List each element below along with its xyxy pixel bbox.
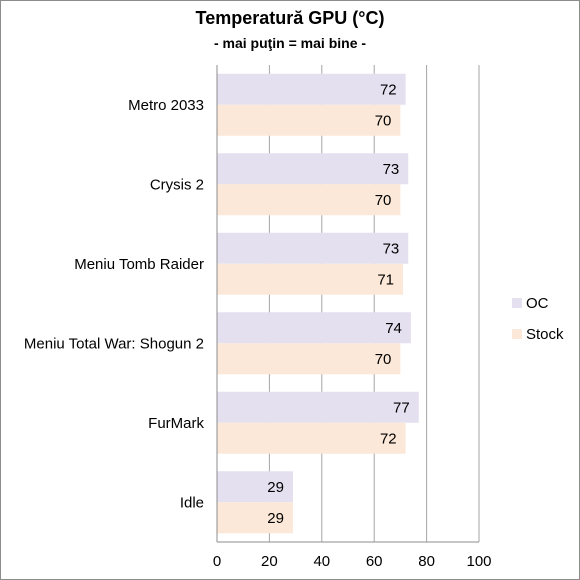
bar-stock-2 [217,263,404,295]
bar-oc-1 [217,153,409,185]
category-label-4: FurMark [148,415,204,432]
value-label-oc-0: 72 [380,81,397,98]
category-label-1: Crysis 2 [150,176,204,193]
chart-title: Temperatură GPU (°C) [195,8,385,28]
bar-stock-1 [217,184,401,216]
value-label-stock-2: 71 [377,271,394,288]
bar-oc-4 [217,391,419,423]
legend-item-oc: OC [512,293,564,313]
x-tick-label-20: 20 [261,553,278,570]
x-tick-label-0: 0 [213,553,221,570]
bar-oc-0 [217,73,406,105]
category-label-3: Meniu Total War: Shogun 2 [24,335,204,352]
x-tick-label-100: 100 [466,553,491,570]
x-tick-label-80: 80 [418,553,435,570]
category-label-0: Metro 2033 [128,97,204,114]
bar-oc-3 [217,312,411,344]
value-label-stock-5: 29 [267,510,284,527]
value-label-oc-1: 73 [383,161,400,178]
value-label-oc-2: 73 [383,240,400,257]
bar-oc-2 [217,232,409,264]
value-label-stock-4: 72 [380,430,397,447]
value-label-oc-3: 74 [385,320,402,337]
bar-stock-5 [217,502,293,534]
bar-stock-3 [217,343,401,375]
x-tick-label-60: 60 [366,553,383,570]
value-label-stock-0: 70 [375,112,392,129]
bar-stock-4 [217,422,406,454]
value-label-oc-5: 29 [267,479,284,496]
x-tick-label-40: 40 [313,553,330,570]
value-label-stock-3: 70 [375,351,392,368]
legend: OC Stock [512,293,564,355]
chart-subtitle: - mai puţin = mai bine - [213,35,367,51]
legend-swatch-oc [512,298,522,308]
legend-label-stock: Stock [526,325,564,343]
legend-item-stock: Stock [512,324,564,344]
category-label-5: Idle [180,494,204,511]
value-label-oc-4: 77 [393,399,410,416]
legend-swatch-stock [512,329,522,339]
legend-label-oc: OC [526,294,549,312]
value-label-stock-1: 70 [375,192,392,209]
category-label-2: Meniu Tomb Raider [74,256,204,273]
bar-oc-5 [217,471,293,503]
bar-stock-0 [217,104,401,136]
